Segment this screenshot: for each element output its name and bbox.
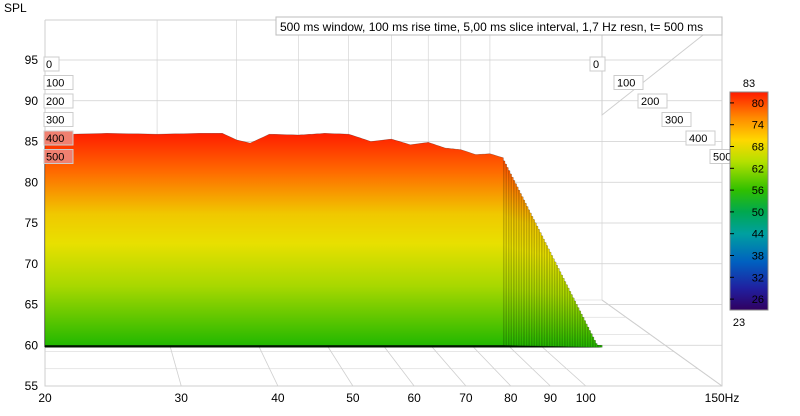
time-tick-left: 500	[46, 152, 64, 164]
time-label-box-right	[613, 75, 644, 90]
colorbar-tick-label: 44	[752, 229, 764, 241]
waterfall-surface	[44, 133, 603, 348]
x-tick-label: 60	[407, 391, 421, 405]
time-label-box-left	[43, 130, 74, 146]
x-tick-label: 30	[175, 391, 189, 405]
time-label-box-right	[637, 93, 668, 109]
x-tick-label: 70	[459, 391, 473, 405]
x-tick-label: 150Hz	[705, 391, 740, 405]
time-tick-left: 200	[46, 96, 64, 108]
y-tick-label: 80	[25, 175, 39, 189]
x-tick-label: 40	[271, 391, 285, 405]
colorbar-tick-label: 68	[752, 142, 764, 154]
colorbar-tick-label: 26	[752, 294, 764, 306]
y-tick-label: 70	[25, 257, 39, 271]
colorbar-tick-label: 56	[752, 185, 764, 197]
chart-title: 500 ms window, 100 ms rise time, 5,00 ms…	[280, 20, 703, 34]
y-tick-label: 65	[25, 298, 39, 312]
x-tick-label: 100	[576, 391, 596, 405]
y-tick-label: 55	[25, 379, 39, 393]
v-gridline	[601, 299, 723, 387]
time-label-box-right	[661, 112, 692, 127]
time-tick-left: 400	[46, 133, 64, 145]
time-tick-left: 100	[46, 78, 64, 90]
x-tick-label: 90	[544, 391, 558, 405]
time-tick-right: 100	[617, 78, 635, 90]
time-label-box-right	[589, 56, 606, 72]
colorbar-min-label: 23	[733, 317, 745, 329]
y-tick-label: 95	[25, 53, 39, 67]
y-tick-label: 90	[25, 94, 39, 108]
colorbar-tick-label: 80	[752, 98, 764, 110]
y-tick-label: 85	[25, 135, 39, 149]
chart-title-box	[275, 16, 723, 36]
colorbar-tick-label: 62	[752, 163, 764, 175]
colorbar-tick-label: 74	[752, 120, 764, 132]
colorbar-tick-label: 38	[752, 251, 764, 263]
time-tick-right: 0	[593, 59, 599, 71]
colorbar-gradient	[729, 91, 769, 311]
time-label-box-right	[685, 130, 716, 146]
colorbar: 83 80 74 68 62 56 50 44 38 32 26 23	[729, 78, 769, 329]
time-label-box-left	[43, 112, 74, 127]
time-label-box-left	[43, 56, 60, 72]
x-tick-label: 20	[38, 391, 52, 405]
time-label-box-left	[43, 93, 74, 109]
time-tick-right: 300	[665, 115, 683, 127]
time-tick-left: 0	[46, 59, 52, 71]
time-tick-left: 300	[46, 115, 64, 127]
time-tick-right: 400	[689, 133, 707, 145]
time-label-box-left	[43, 149, 74, 164]
colorbar-tick-label: 50	[752, 207, 764, 219]
time-tick-right: 500	[713, 152, 731, 164]
title-layer: 500 ms window, 100 ms rise time, 5,00 ms…	[4, 1, 723, 36]
waterfall-slice	[44, 133, 504, 346]
time-label-box-left	[43, 75, 74, 90]
y-tick-label: 60	[25, 338, 39, 352]
y-axis-label: SPL	[4, 1, 27, 15]
x-tick-label: 50	[346, 391, 360, 405]
colorbar-tick-label: 32	[752, 272, 764, 284]
x-tick-label: 80	[504, 391, 518, 405]
colorbar-max-label: 83	[743, 78, 755, 90]
time-tick-right: 200	[641, 96, 659, 108]
y-tick-label: 75	[25, 216, 39, 230]
